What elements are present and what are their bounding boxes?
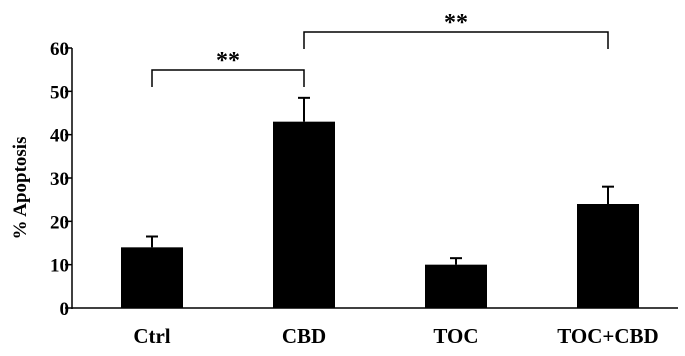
significance-brackets: ** ** [151, 10, 609, 87]
significance-label: ** [444, 10, 468, 36]
bar [577, 204, 639, 308]
x-tick-label: Ctrl [133, 324, 170, 348]
y-tick-label: 10 [50, 256, 69, 277]
bar [121, 247, 183, 308]
x-tick-label: TOC [433, 324, 478, 348]
significance-bracket [151, 69, 305, 87]
x-tick-label: CBD [282, 324, 326, 348]
y-axis-label: % Apoptosis [10, 137, 31, 240]
y-ticks: 0 10 20 30 40 50 60 [50, 39, 72, 320]
bar [425, 264, 487, 308]
y-tick-label: 0 [60, 299, 70, 320]
significance-bracket [303, 31, 609, 49]
y-tick-label: 40 [50, 126, 69, 147]
error-bars [146, 96, 614, 265]
x-tick-label: TOC+CBD [557, 324, 658, 348]
significance-label: ** [216, 48, 240, 74]
y-tick-label: 60 [50, 39, 69, 60]
y-tick-label: 30 [50, 169, 69, 190]
y-tick-label: 20 [50, 212, 69, 233]
x-tick-labels: Ctrl CBD TOC TOC+CBD [133, 324, 658, 348]
bars [121, 121, 639, 309]
y-tick-label: 50 [50, 82, 69, 103]
bar [273, 121, 335, 309]
